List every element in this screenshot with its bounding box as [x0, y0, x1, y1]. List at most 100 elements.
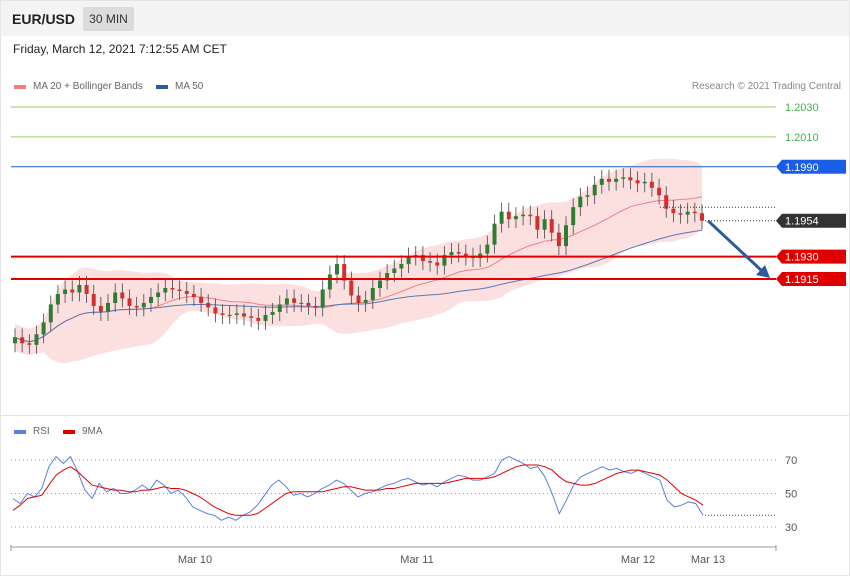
- candle-body: [449, 252, 454, 256]
- instrument-title: EUR/USD: [12, 11, 76, 27]
- candle-body: [549, 219, 554, 233]
- candle-body: [63, 289, 68, 294]
- candle: [492, 214, 497, 254]
- candle-body: [607, 178, 611, 182]
- candle: [149, 288, 153, 312]
- candle-body: [635, 180, 640, 184]
- candle-body: [292, 298, 297, 303]
- candle: [84, 276, 89, 303]
- candle-body: [249, 316, 254, 318]
- candle-body: [77, 285, 82, 293]
- candle: [270, 302, 275, 324]
- candle: [199, 288, 204, 312]
- candle-body: [113, 292, 118, 303]
- bollinger-band-area: [15, 158, 702, 364]
- candle-body: [492, 223, 497, 245]
- timeframe-button[interactable]: 30 MIN: [83, 7, 134, 31]
- candle-body: [127, 298, 132, 306]
- header-bar: EUR/USD 30 MIN: [1, 1, 849, 36]
- candle-body: [284, 298, 289, 305]
- candle-body: [349, 280, 354, 296]
- candle-body: [270, 311, 275, 315]
- candle: [327, 265, 332, 299]
- candle: [306, 294, 311, 315]
- price-tag-support: [776, 249, 846, 264]
- candle-body: [564, 225, 568, 247]
- candle: [635, 171, 640, 193]
- candle-body: [542, 219, 547, 230]
- candle: [20, 328, 25, 353]
- candle-body: [685, 211, 690, 215]
- candle-body: [91, 294, 96, 306]
- candle: [678, 204, 683, 224]
- rsi-ma-legend-swatch: [63, 430, 75, 434]
- candle-body: [428, 261, 433, 263]
- candle: [614, 169, 619, 191]
- candle: [134, 296, 139, 317]
- price-label-last: 1.1954: [785, 216, 819, 228]
- candle-body: [664, 195, 669, 209]
- candle-body: [649, 181, 654, 188]
- candle: [27, 334, 32, 354]
- candle-body: [592, 184, 597, 196]
- candle: [642, 172, 647, 193]
- candle: [607, 169, 611, 191]
- candle: [242, 304, 246, 326]
- candle-body: [277, 304, 282, 312]
- candle: [621, 168, 626, 188]
- candle-body: [320, 289, 325, 308]
- candle-body: [13, 337, 17, 344]
- candle-body: [27, 343, 32, 345]
- candle: [284, 289, 289, 314]
- ma20-legend-swatch: [14, 85, 26, 89]
- candle: [649, 172, 654, 197]
- candle-body: [342, 264, 347, 281]
- forecast-arrow-shaft: [706, 219, 764, 273]
- candle: [106, 294, 110, 321]
- candle-body: [628, 177, 633, 181]
- price-label-target: 1.2030: [785, 102, 819, 114]
- candle-body: [327, 274, 332, 290]
- candle: [55, 285, 60, 314]
- timestamp: Friday, March 12, 2021 7:12:55 AM CET: [13, 42, 227, 56]
- candle-body: [170, 288, 175, 290]
- candle: [127, 289, 132, 315]
- candle-body: [199, 296, 204, 303]
- candle: [378, 271, 382, 297]
- candle: [249, 307, 254, 327]
- candle: [385, 264, 390, 290]
- candle: [320, 280, 325, 317]
- price-label-resistance: 1.1990: [785, 162, 819, 174]
- candle: [692, 202, 697, 223]
- candle: [141, 294, 146, 317]
- candle-body: [657, 187, 662, 196]
- candle-body: [621, 177, 626, 179]
- candle-body: [220, 313, 225, 315]
- candle: [213, 298, 218, 323]
- candle-body: [521, 214, 526, 217]
- candle: [220, 304, 225, 324]
- candle: [628, 168, 633, 190]
- candle: [299, 294, 304, 312]
- candle: [34, 325, 39, 354]
- candle: [120, 283, 125, 308]
- price-label-support: 1.1915: [785, 274, 819, 286]
- candle-body: [120, 292, 125, 299]
- candle-body: [571, 207, 576, 226]
- candle: [163, 279, 168, 302]
- candle-body: [671, 208, 676, 214]
- candle: [177, 280, 182, 300]
- copyright-credit: Research © 2021 Trading Central: [691, 81, 841, 92]
- candle: [48, 295, 53, 332]
- candle: [449, 243, 454, 264]
- candle-body: [506, 211, 511, 220]
- time-axis-label: Mar 10: [178, 554, 212, 566]
- ma20-legend-label: MA 20 + Bollinger Bands: [33, 81, 143, 92]
- candle: [77, 276, 82, 302]
- candle: [664, 186, 669, 218]
- rsi-ma-line: [12, 464, 704, 516]
- candle: [578, 187, 583, 217]
- candle: [542, 210, 547, 239]
- time-axis-label: Mar 12: [621, 554, 655, 566]
